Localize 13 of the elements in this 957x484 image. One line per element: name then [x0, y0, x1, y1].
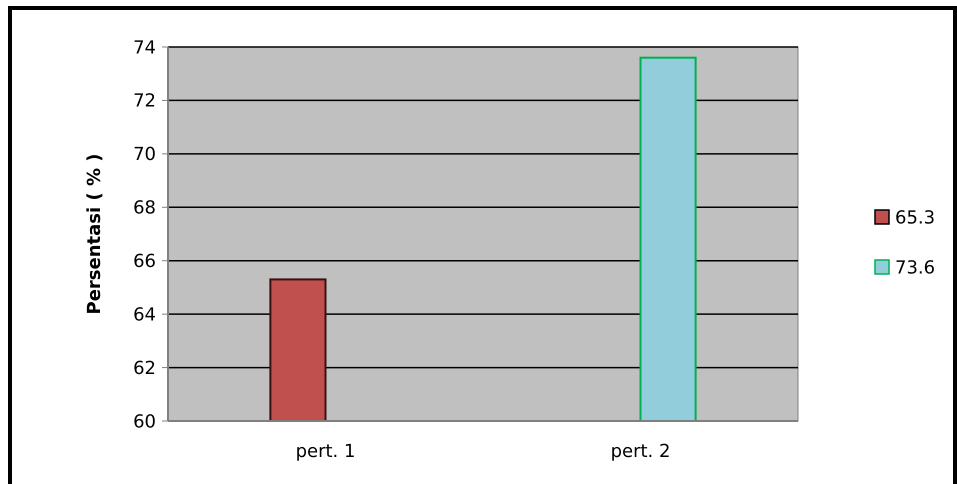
y-tick-label: 72 — [133, 90, 156, 112]
y-tick-label: 66 — [133, 251, 156, 272]
y-tick-label: 70 — [133, 144, 156, 166]
y-tick-label: 74 — [133, 37, 156, 58]
legend-label: 73.6 — [895, 257, 936, 278]
y-axis-title: Persentasi ( % ) — [84, 154, 105, 314]
y-tick-label: 68 — [133, 198, 156, 219]
x-tick-label: pert. 1 — [296, 441, 356, 462]
y-tick-label: 60 — [133, 411, 156, 432]
y-tick-label: 64 — [133, 304, 156, 326]
legend-label: 65.3 — [895, 207, 936, 228]
x-tick-label: pert. 2 — [610, 441, 670, 462]
y-tick-label: 62 — [133, 358, 156, 379]
